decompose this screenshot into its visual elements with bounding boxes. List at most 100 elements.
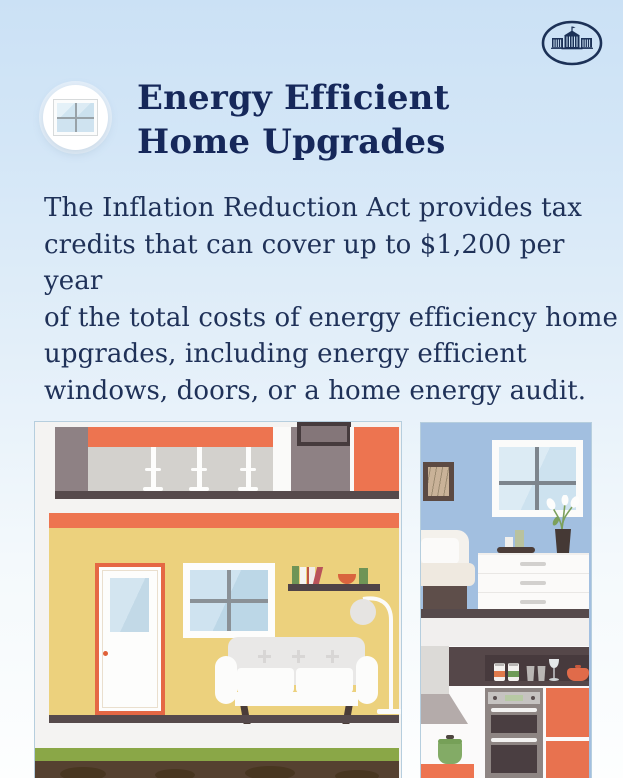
stool-footrest: [145, 468, 161, 471]
body-line: windows, doors, or a home energy audit.: [44, 375, 587, 406]
door-glass: [110, 578, 149, 632]
book: [292, 566, 299, 584]
candle: [515, 530, 524, 547]
soil-blob: [60, 767, 106, 778]
oven-door-window: [491, 715, 537, 733]
sofa: [215, 636, 378, 724]
stool-footrest: [240, 468, 256, 471]
facade-orange-band: [49, 513, 399, 528]
drawer-handle: [520, 562, 546, 566]
bed-base: [423, 586, 467, 609]
oven-knob: [493, 696, 497, 700]
floor-lamp: [350, 596, 401, 714]
body-line: The Inflation Reduction Act provides tax: [44, 193, 582, 223]
pot-knob: [446, 735, 454, 739]
living-room-window: [183, 563, 275, 638]
jar-cap: [509, 663, 518, 666]
stitch-plus: [292, 650, 305, 663]
soil-band: [35, 761, 399, 778]
stool-seat: [139, 438, 167, 447]
wall-tv: [297, 422, 351, 446]
jar-label: [494, 671, 505, 677]
description-text: The Inflation Reduction Act provides tax…: [44, 190, 623, 409]
jar-label: [508, 671, 519, 677]
oven-display: [505, 695, 523, 701]
title-line-1: Energy Efficient: [137, 78, 450, 118]
stitch-plus: [258, 650, 271, 663]
pot-lid: [438, 739, 462, 744]
candle-plate: [497, 547, 535, 553]
stool-seat: [234, 438, 262, 447]
dresser: [478, 553, 589, 611]
bedroom-floor-band: [421, 609, 589, 618]
body-line: of the total costs of energy efficiency …: [44, 302, 619, 333]
bar-counter-top: [88, 427, 278, 447]
illustration-bedroom-kitchen: [420, 422, 592, 778]
upper-floor-band: [55, 491, 399, 499]
kitchen-counter: [421, 764, 474, 778]
bar-wall-left: [55, 427, 88, 491]
oven-control-panel: [488, 692, 540, 704]
window-icon: [53, 99, 98, 136]
door-knob: [103, 651, 108, 656]
dresser-drawer: [478, 555, 589, 574]
front-door: [95, 563, 165, 715]
dresser-top-edge: [478, 553, 589, 555]
stitch-plus: [326, 650, 339, 663]
bed: [421, 530, 477, 609]
stool-base: [143, 487, 163, 491]
oven-door-window: [491, 745, 537, 773]
sofa-base: [235, 692, 358, 706]
window-badge: [43, 85, 108, 150]
refrigerator-lower-door: [546, 741, 589, 778]
book: [307, 567, 315, 584]
oven-handle: [491, 738, 537, 742]
cup: [537, 666, 546, 681]
illustration-living-room: [34, 421, 402, 778]
window-pane: [57, 103, 75, 117]
window-pane: [57, 118, 75, 132]
bar-stool: [234, 438, 262, 491]
shelf-bowl: [338, 574, 356, 584]
window-mullion-horizontal: [499, 481, 576, 485]
sofa-cushion: [237, 668, 294, 693]
dresser-drawer: [478, 574, 589, 593]
double-oven: [485, 688, 543, 778]
pot-knob: [575, 665, 581, 668]
door-inner-trim: [102, 570, 158, 708]
window-pane: [76, 118, 94, 132]
bed-mattress: [421, 563, 475, 586]
title-line-2: Home Upgrades: [137, 122, 446, 162]
soil-blob: [335, 770, 379, 778]
orange-wall-panel: [354, 427, 399, 491]
floor-divider-strip: [421, 618, 589, 646]
cup: [526, 666, 535, 681]
vase-with-flowers: [546, 495, 580, 553]
body-line: credits that can cover up to $1,200 per …: [44, 229, 565, 297]
stool-base: [189, 487, 209, 491]
wall-gap: [350, 427, 354, 491]
lower-floor-band: [49, 715, 399, 723]
grass-band: [35, 748, 399, 761]
wine-glass: [549, 659, 559, 681]
stool-base: [238, 487, 258, 491]
soil-blob: [155, 769, 195, 778]
sofa-armrest: [356, 656, 378, 704]
spice-jar: [508, 663, 519, 681]
drawer-handle: [520, 581, 546, 585]
bar-stool: [185, 438, 213, 491]
soil-blob: [245, 766, 295, 778]
refrigerator-upper-door: [546, 688, 589, 737]
jar-cap: [495, 663, 504, 666]
spice-jar: [494, 663, 505, 681]
body-line: upgrades, including energy efficient: [44, 339, 527, 369]
oven-knob: [531, 696, 535, 700]
bed-pillow: [421, 538, 459, 564]
bar-stool: [139, 438, 167, 491]
page-title: Energy Efficient Home Upgrades: [137, 76, 450, 164]
framed-art: [423, 462, 454, 501]
candle: [505, 537, 513, 547]
window-mullion-vertical: [535, 447, 539, 510]
bedroom-window: [492, 440, 583, 517]
